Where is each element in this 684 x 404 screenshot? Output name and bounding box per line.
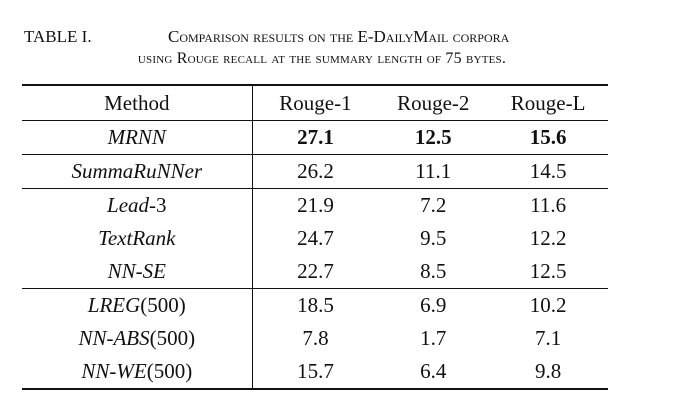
rouge-2-value: 8.5	[378, 255, 489, 289]
rouge-2-value: 9.5	[420, 226, 447, 250]
rouge-1-value: 26.2	[251, 154, 379, 189]
rouge-2-value: 7.2	[420, 193, 447, 217]
rouge-2-value: 6.4	[378, 355, 489, 390]
table-title: Comparison results on the E-DailyMail co…	[168, 27, 510, 46]
table-row: Lead-3 21.9 7.2 11.6	[22, 188, 608, 223]
table-row: LREG(500) 18.5 6.9 10.2	[22, 288, 608, 323]
rouge-l-value: 14.5	[488, 154, 608, 189]
method-name: TextRank	[98, 226, 176, 250]
caption-line-2: using Rouge recall at the summary length…	[0, 48, 684, 70]
method-name: MRNN	[107, 125, 166, 149]
results-table: Method Rouge-1 Rouge-2 Rouge-L MRNN 27.1 1…	[22, 84, 608, 390]
rouge-2-value: 1.7	[420, 326, 447, 350]
header-rouge-1: Rouge-1	[251, 84, 379, 121]
header-method: Method	[22, 84, 253, 121]
method-name: SummaRuNNer	[71, 159, 203, 183]
rouge-1-value: 27.1	[251, 120, 379, 155]
method-cell: TextRank	[22, 222, 252, 255]
rouge-1-value: 22.7	[251, 255, 379, 289]
rouge-l-value: 10.2	[529, 293, 567, 317]
method-cell: MRNN	[22, 120, 253, 155]
rouge-1-value: 18.5	[251, 288, 379, 322]
rouge-l-value: 12.5	[488, 255, 608, 289]
rouge-l-value: 9.8	[488, 355, 608, 390]
rouge-l-value: 11.6	[530, 193, 567, 217]
rouge-1-value: 21.9	[251, 188, 379, 222]
rouge-l-value: 7.1	[534, 326, 562, 350]
table-row: NN-ABS(500) 7.8 1.7 7.1	[22, 322, 608, 355]
method-suffix: (500)	[146, 359, 193, 383]
rouge-2-value: 11.1	[378, 154, 489, 189]
table-body: MRNN 27.1 12.5 15.6 SummaRuNNer 26.2 11.1 14.5 L…	[22, 120, 608, 390]
method-cell: SummaRuNNer	[22, 154, 253, 189]
rouge-1-value: 15.7	[251, 355, 379, 390]
caption-line-1: TABLE I. Comparison results on the E-Dai…	[24, 26, 664, 48]
method-cell: LREG(500)	[22, 289, 252, 323]
method-suffix: -3	[149, 193, 167, 217]
table-subtitle: using Rouge recall at the summary length…	[137, 50, 507, 67]
rouge-l-value: 15.6	[488, 120, 608, 155]
method-name: Lead	[107, 193, 150, 217]
table-row: SummaRuNNer 26.2 11.1 14.5	[22, 154, 608, 189]
rouge-l-value: 12.2	[529, 226, 567, 250]
method-suffix: (500)	[140, 293, 186, 317]
table-row: NN-WE(500) 15.7 6.4 9.8	[22, 355, 608, 390]
rouge-1-value: 24.7	[251, 222, 379, 255]
method-name: NN-ABS	[78, 326, 150, 350]
method-cell: NN-SE	[22, 255, 253, 289]
rouge-1-value: 7.8	[251, 322, 379, 355]
method-cell: NN-WE(500)	[22, 355, 253, 390]
table-row: MRNN 27.1 12.5 15.6	[22, 120, 608, 155]
table-label: TABLE I.	[24, 27, 92, 46]
header-rouge-l: Rouge-L	[488, 84, 608, 121]
method-suffix: (500)	[149, 326, 196, 350]
header-rouge-2: Rouge-2	[378, 84, 489, 121]
header-row: Method Rouge-1 Rouge-2 Rouge-L	[22, 84, 608, 121]
table-row: TextRank 24.7 9.5 12.2	[22, 222, 608, 255]
method-name: LREG	[87, 293, 141, 317]
method-cell: Lead-3	[22, 189, 252, 223]
rouge-2-value: 12.5	[378, 120, 489, 155]
rouge-2-value: 6.9	[420, 293, 447, 317]
table-row: NN-SE 22.7 8.5 12.5	[22, 255, 608, 289]
method-cell: NN-ABS(500)	[22, 322, 252, 355]
method-name: NN-SE	[107, 259, 166, 283]
method-name: NN-WE	[81, 359, 147, 383]
